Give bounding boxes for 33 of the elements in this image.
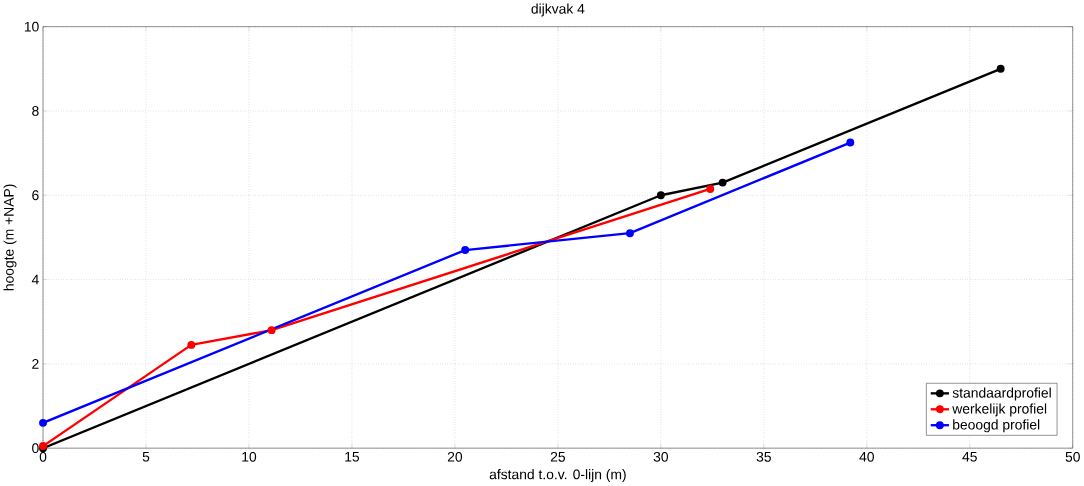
point [996,65,1005,73]
x-tick-label: 40 [859,452,874,462]
y-tick-label: 4 [31,275,39,285]
x-tick-label: 45 [962,452,977,462]
point [846,138,855,147]
y-tick-label: 6 [32,190,39,201]
point [706,185,715,194]
legend-label: standaardprofiel [952,387,1051,401]
x-tick-label: 15 [345,452,360,462]
legend-label: beoogd profiel [953,419,1040,433]
point [626,229,634,238]
x-tick-label: 10 [242,452,257,462]
x-tick-label: 35 [756,452,771,462]
point [39,419,47,428]
x-tick-label: 50 [1065,452,1080,462]
x-tick-label: 0 [39,452,47,462]
point [187,341,196,350]
chart-title: dijkvak 4 [531,3,585,17]
y-tick-label: 10 [24,21,39,32]
legend-label: werkelijk profiel [952,403,1047,417]
point [267,326,276,335]
x-tick-label: 20 [447,452,463,462]
x-axis-title: afstand t.o.v. 0-lijn (m) [489,469,626,483]
y-tick-label: 8 [32,106,39,117]
y-axis-title: hoogte (m +NAP) [3,184,17,291]
point [656,191,665,200]
y-tick-label: 0 [32,443,39,454]
y-tick-label: 2 [32,359,39,369]
point [461,246,470,255]
point [718,178,727,187]
x-tick-label: 5 [142,452,150,462]
x-tick-label: 25 [550,452,566,462]
x-tick-label: 30 [653,452,669,462]
